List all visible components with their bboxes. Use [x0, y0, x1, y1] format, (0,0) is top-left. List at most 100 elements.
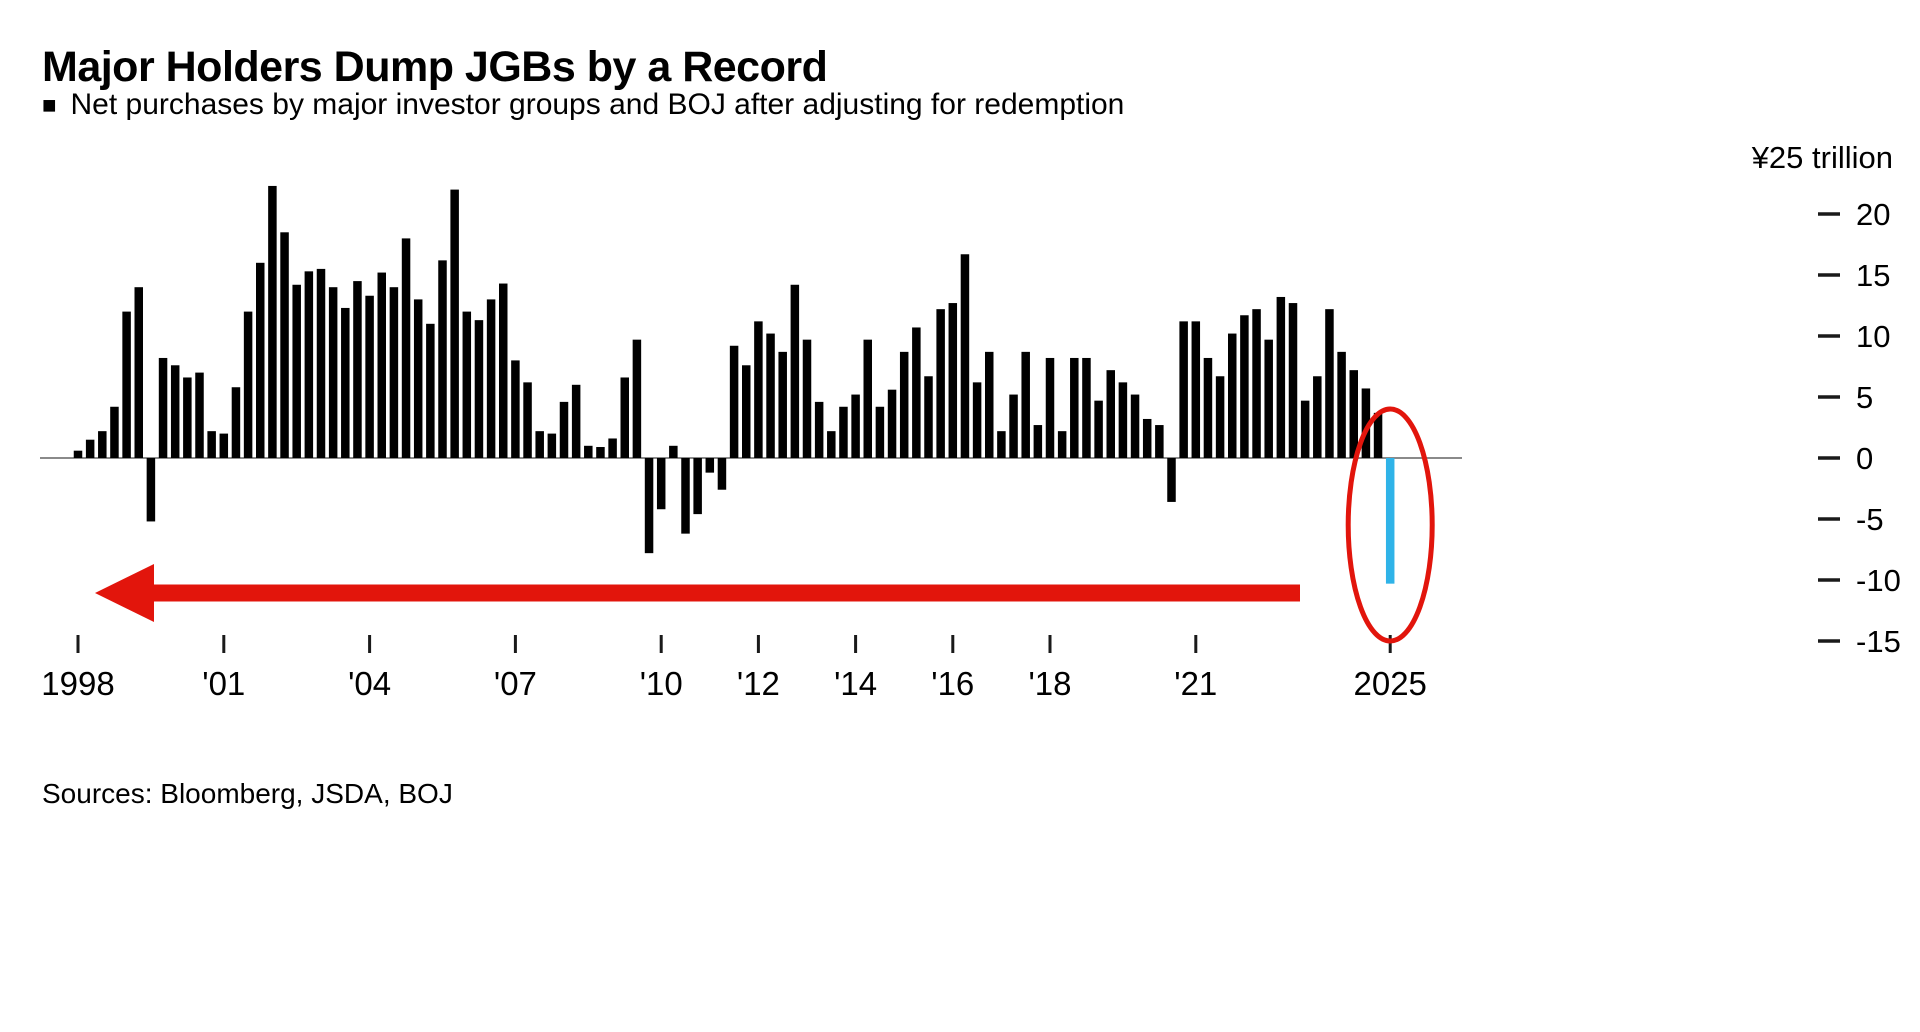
bar [462, 311, 472, 458]
red-arrow-head-icon [95, 564, 154, 622]
bar [1264, 339, 1273, 458]
bar [292, 284, 301, 458]
bar [1130, 394, 1140, 458]
bar [280, 232, 289, 458]
bar [681, 458, 690, 534]
bar [851, 394, 860, 458]
bar [1228, 333, 1237, 458]
subtitle-bullet-icon: ■ [42, 92, 57, 119]
bar [632, 339, 642, 458]
bar [328, 287, 338, 458]
source-note: Sources: Bloomberg, JSDA, BOJ [42, 778, 453, 809]
bar [948, 303, 958, 458]
bar [98, 431, 107, 458]
bar [547, 433, 557, 458]
bar [1361, 388, 1371, 458]
bar [729, 345, 739, 458]
x-tick-label: 1998 [41, 665, 114, 702]
bar-chart-area: ¥25 trillion 20 15 10 5 0 -5 -10 -15 1998 '01 '04 '0… [0, 140, 1920, 730]
bar [960, 254, 970, 458]
bar [146, 458, 156, 522]
y-tick-label: 10 [1856, 319, 1890, 354]
bar [304, 271, 314, 458]
bar [827, 431, 836, 458]
red-ellipse-highlight [1345, 406, 1435, 644]
bar [1009, 394, 1018, 458]
bar [1106, 370, 1115, 458]
bar [511, 360, 520, 458]
bar [766, 333, 775, 458]
bar [316, 268, 326, 458]
x-tick-label: 2025 [1353, 665, 1426, 702]
bar [571, 384, 581, 458]
bar [620, 377, 629, 458]
bar [1215, 376, 1225, 458]
bar [997, 431, 1006, 458]
bar [1021, 351, 1030, 458]
bar [219, 433, 229, 458]
x-tick-label: '16 [931, 665, 974, 702]
bar [73, 450, 83, 458]
bar [802, 339, 812, 458]
bar [1155, 425, 1164, 458]
chart-subtitle: ■ Net purchases by major investor groups… [42, 88, 1124, 122]
bar [644, 458, 654, 554]
bar [170, 365, 180, 458]
y-tick-label: -5 [1856, 502, 1884, 537]
bar [1070, 357, 1079, 458]
y-tick-label: 20 [1856, 197, 1890, 232]
bar [134, 287, 143, 458]
bar [912, 327, 921, 458]
bar [1167, 458, 1176, 502]
bar [1288, 303, 1298, 458]
jgb-net-purchases-bar-chart: ¥25 trillion 20 15 10 5 0 -5 -10 -15 1998 '01 '04 '0… [40, 140, 1901, 702]
bar [584, 445, 593, 458]
x-tick-label: '12 [737, 665, 780, 702]
bar [231, 387, 241, 458]
bar [778, 351, 787, 458]
x-tick-label: '21 [1174, 665, 1217, 702]
bar [256, 262, 265, 458]
bar [365, 295, 374, 458]
bar [85, 439, 95, 458]
bar [499, 283, 508, 458]
bar [438, 260, 447, 458]
bar [1057, 431, 1067, 458]
bar [1118, 382, 1128, 458]
bar [110, 406, 119, 458]
chart-subtitle-text: Net purchases by major investor groups a… [70, 88, 1125, 121]
bar [1082, 357, 1091, 458]
bar [1045, 357, 1055, 458]
bar [705, 458, 715, 473]
bar [1094, 400, 1103, 458]
bar [985, 351, 994, 458]
bar [936, 309, 945, 458]
x-tick-label: '04 [348, 665, 391, 702]
bar [377, 272, 386, 458]
bar [341, 307, 350, 458]
bar [693, 458, 702, 515]
bar [717, 458, 727, 490]
bar [426, 323, 435, 458]
bar [1191, 321, 1201, 458]
bar [1276, 296, 1286, 458]
bar [413, 299, 423, 458]
bar [474, 320, 484, 458]
bar [972, 382, 982, 458]
bar [1325, 309, 1334, 458]
x-tick-label: '07 [494, 665, 537, 702]
bar [195, 372, 204, 458]
bar [535, 431, 544, 458]
bar [608, 438, 617, 458]
y-tick-label: -10 [1856, 563, 1901, 598]
x-tick-label: '14 [834, 665, 877, 702]
x-tick-label: '10 [640, 665, 683, 702]
bar [839, 406, 848, 458]
bar [863, 339, 872, 458]
bar [924, 376, 933, 458]
bar [1252, 309, 1261, 458]
bar [1203, 357, 1213, 458]
bar [486, 299, 496, 458]
bar [1337, 351, 1346, 458]
bar [523, 382, 532, 458]
